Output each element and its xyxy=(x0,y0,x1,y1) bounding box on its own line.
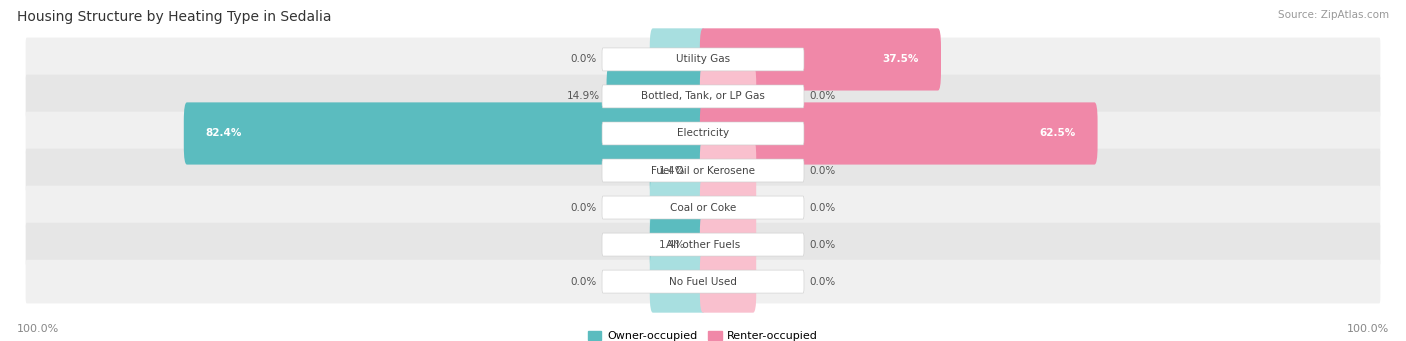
FancyBboxPatch shape xyxy=(650,28,706,90)
Text: Fuel Oil or Kerosene: Fuel Oil or Kerosene xyxy=(651,165,755,176)
Text: Source: ZipAtlas.com: Source: ZipAtlas.com xyxy=(1278,10,1389,20)
Text: All other Fuels: All other Fuels xyxy=(666,239,740,250)
Text: 1.4%: 1.4% xyxy=(658,165,685,176)
Text: 1.4%: 1.4% xyxy=(658,239,685,250)
FancyBboxPatch shape xyxy=(184,102,706,165)
Legend: Owner-occupied, Renter-occupied: Owner-occupied, Renter-occupied xyxy=(588,331,818,341)
FancyBboxPatch shape xyxy=(700,176,756,239)
FancyBboxPatch shape xyxy=(602,85,804,108)
Text: Utility Gas: Utility Gas xyxy=(676,55,730,64)
Text: No Fuel Used: No Fuel Used xyxy=(669,277,737,286)
Text: 37.5%: 37.5% xyxy=(883,55,920,64)
Text: 14.9%: 14.9% xyxy=(567,91,600,102)
Text: 0.0%: 0.0% xyxy=(810,239,835,250)
Text: 0.0%: 0.0% xyxy=(810,277,835,286)
FancyBboxPatch shape xyxy=(700,251,756,313)
FancyBboxPatch shape xyxy=(25,149,1381,192)
Text: 0.0%: 0.0% xyxy=(571,55,596,64)
Text: Electricity: Electricity xyxy=(676,129,730,138)
FancyBboxPatch shape xyxy=(700,213,756,276)
FancyBboxPatch shape xyxy=(606,65,706,128)
FancyBboxPatch shape xyxy=(25,186,1381,229)
FancyBboxPatch shape xyxy=(700,65,756,128)
FancyBboxPatch shape xyxy=(25,223,1381,266)
Text: 0.0%: 0.0% xyxy=(810,165,835,176)
Text: Bottled, Tank, or LP Gas: Bottled, Tank, or LP Gas xyxy=(641,91,765,102)
FancyBboxPatch shape xyxy=(602,122,804,145)
FancyBboxPatch shape xyxy=(602,233,804,256)
Text: 100.0%: 100.0% xyxy=(1347,324,1389,334)
FancyBboxPatch shape xyxy=(25,260,1381,303)
FancyBboxPatch shape xyxy=(650,176,706,239)
Text: 100.0%: 100.0% xyxy=(17,324,59,334)
FancyBboxPatch shape xyxy=(700,102,1098,165)
FancyBboxPatch shape xyxy=(25,38,1381,81)
FancyBboxPatch shape xyxy=(700,28,941,90)
FancyBboxPatch shape xyxy=(602,196,804,219)
Text: 0.0%: 0.0% xyxy=(810,91,835,102)
FancyBboxPatch shape xyxy=(650,139,706,202)
Text: 0.0%: 0.0% xyxy=(571,203,596,212)
Text: 0.0%: 0.0% xyxy=(810,203,835,212)
FancyBboxPatch shape xyxy=(650,251,706,313)
Text: Coal or Coke: Coal or Coke xyxy=(669,203,737,212)
FancyBboxPatch shape xyxy=(602,48,804,71)
FancyBboxPatch shape xyxy=(700,139,756,202)
Text: 0.0%: 0.0% xyxy=(571,277,596,286)
FancyBboxPatch shape xyxy=(25,75,1381,118)
Text: 62.5%: 62.5% xyxy=(1039,129,1076,138)
Text: Housing Structure by Heating Type in Sedalia: Housing Structure by Heating Type in Sed… xyxy=(17,10,332,24)
FancyBboxPatch shape xyxy=(25,112,1381,155)
FancyBboxPatch shape xyxy=(650,213,706,276)
FancyBboxPatch shape xyxy=(602,270,804,293)
Text: 82.4%: 82.4% xyxy=(205,129,242,138)
FancyBboxPatch shape xyxy=(602,159,804,182)
